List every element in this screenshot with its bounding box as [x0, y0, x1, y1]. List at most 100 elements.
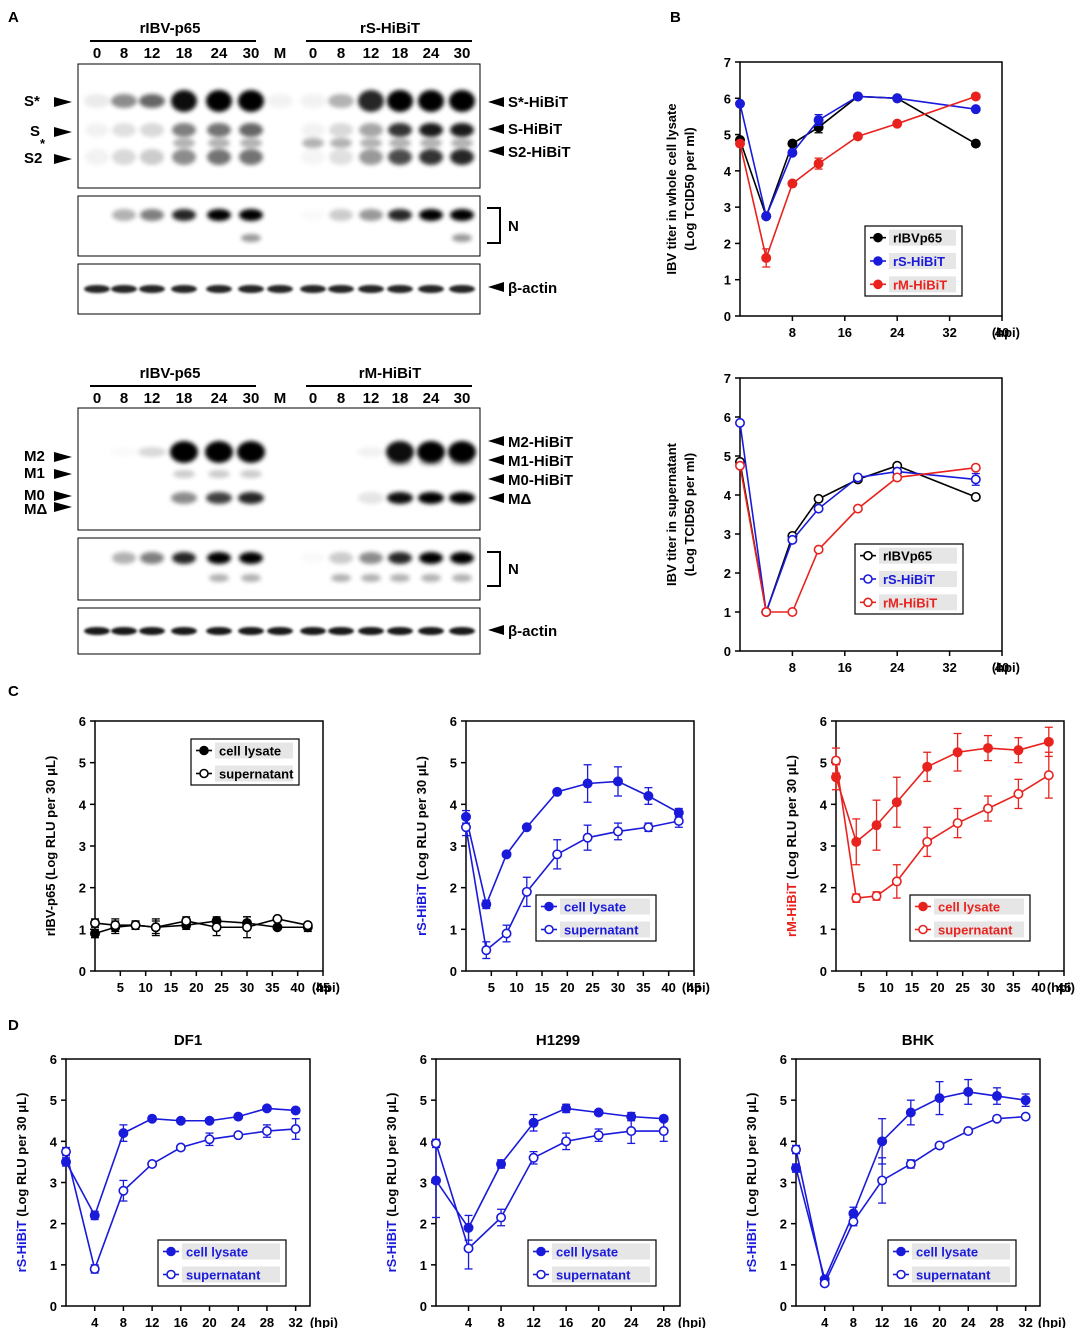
y-axis-label: rM-HiBiT (Log RLU per 30 μL) [784, 755, 799, 937]
blot-band [358, 492, 384, 504]
legend: cell lysate supernatant [535, 894, 657, 942]
data-point [1013, 788, 1024, 799]
lane-label: 12 [363, 390, 380, 407]
x-tick-label: 20 [930, 980, 944, 995]
data-point [460, 822, 471, 833]
y-tick-label: 6 [79, 714, 86, 729]
blot-band [390, 574, 410, 582]
legend-label: cell lysate [564, 900, 626, 915]
data-point [528, 1152, 539, 1163]
x-tick-label: 16 [904, 1315, 918, 1328]
data-point [922, 836, 933, 847]
lane-label: 0 [309, 45, 317, 62]
data-point [734, 417, 745, 428]
x-tick-label: 16 [559, 1315, 573, 1328]
blot-band [172, 209, 196, 221]
x-tick-label: 8 [789, 660, 796, 675]
blot1-group-left: rIBV-p65 [140, 20, 201, 37]
data-point [852, 472, 863, 483]
data-point [734, 98, 745, 109]
x-tick-label: 28 [990, 1315, 1004, 1328]
blot-band [240, 470, 262, 478]
blot-band [449, 90, 475, 112]
legend-entry-bg [215, 765, 293, 782]
y-tick-label: 0 [724, 644, 731, 659]
data-point [481, 945, 492, 956]
x-tick-label: 25 [214, 980, 228, 995]
blot-band [140, 552, 164, 564]
y-tick-label: 0 [450, 964, 457, 979]
x-tick-label: 10 [879, 980, 893, 995]
legend-entry-bg [552, 1266, 650, 1283]
blot-band [450, 123, 474, 137]
data-point [787, 138, 798, 149]
data-point [970, 104, 981, 115]
blot-band [207, 123, 231, 137]
blot-band [238, 492, 264, 504]
x-tick-label: 16 [838, 325, 852, 340]
blot1-label-s2-hibit: S2-HiBiT [508, 144, 571, 161]
y-axis-label: rIBV-p65 (Log RLU per 30 μL) [43, 756, 58, 937]
blot-band [239, 552, 263, 564]
x-tick-label: 25 [955, 980, 969, 995]
legend-entry-bg [889, 276, 956, 293]
blot-band [330, 138, 352, 148]
blot-band [140, 123, 164, 137]
legend-marker [873, 279, 883, 290]
data-point [871, 890, 882, 901]
y-tick-label: 5 [780, 1093, 787, 1108]
data-point [851, 893, 862, 904]
blot-band [329, 123, 353, 137]
x-tick-label: 25 [585, 980, 599, 995]
blot-band [388, 552, 412, 564]
legend-marker [536, 1269, 546, 1280]
x-tick-label: 35 [636, 980, 650, 995]
data-point [892, 118, 903, 129]
data-point [991, 1113, 1002, 1124]
x-tick-label: 12 [526, 1315, 540, 1328]
legend-marker [544, 924, 554, 935]
x-tick-label: 24 [961, 1315, 976, 1328]
blot-band [449, 627, 475, 635]
data-point [593, 1130, 604, 1141]
x-tick-label: 8 [789, 325, 796, 340]
y-tick-label: 4 [780, 1134, 788, 1149]
panel-label-c: C [8, 683, 19, 700]
blot-band [418, 627, 444, 635]
data-point [952, 818, 963, 829]
y-tick-label: 1 [724, 605, 731, 620]
chart-b1: 0 1 2 3 4 5 6 7 8 16 24 32 40(hpi) IBV titer in whole… [664, 55, 1020, 340]
blot-band [448, 441, 476, 463]
legend-label: rIBVp65 [883, 549, 932, 564]
y-tick-label: 4 [450, 797, 458, 812]
series-line [435, 1130, 664, 1250]
data-point [1013, 745, 1024, 756]
blot-band [358, 627, 384, 635]
legend: cell lysate supernatant [909, 894, 1031, 942]
blot-band [140, 209, 164, 221]
data-point [60, 1146, 71, 1157]
data-point [892, 472, 903, 483]
x-tick-label: 5 [117, 980, 124, 995]
y-axis-label: IBV titer in whole cell lysate [664, 103, 679, 274]
blot-band [300, 94, 326, 108]
lane-label: 0 [93, 390, 101, 407]
blot-band [452, 234, 472, 242]
blot-band [451, 138, 473, 148]
blot-band [267, 285, 293, 293]
blot-band [419, 123, 443, 137]
data-point [892, 93, 903, 104]
blot-band [267, 627, 293, 635]
blot-band [358, 90, 384, 112]
x-axis-label: (hpi) [1047, 980, 1075, 995]
lane-label: 8 [337, 45, 345, 62]
plot-frame [739, 61, 1003, 317]
legend-label: rS-HiBiT [883, 572, 935, 587]
legend-marker [863, 597, 873, 608]
legend-marker [166, 1269, 176, 1280]
y-tick-label: 3 [50, 1176, 57, 1191]
blot-band [238, 627, 264, 635]
legend-entry-bg [182, 1266, 280, 1283]
blot-band [357, 447, 385, 457]
data-point [90, 928, 101, 939]
